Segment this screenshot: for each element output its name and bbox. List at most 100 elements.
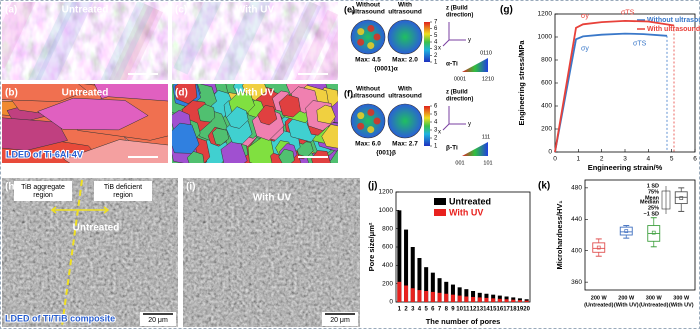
x-tick-label: 7 [438, 307, 442, 313]
x-tick-label: 200 W [591, 295, 608, 301]
legend-label: 1 SD [647, 183, 659, 189]
pole-label: 0110 [480, 50, 492, 56]
x-axis-label: The number of pores [426, 317, 501, 326]
x-tick-label: 300 W [673, 295, 690, 301]
line-series [554, 32, 668, 153]
grain [197, 103, 216, 123]
column-header: With [398, 86, 412, 93]
bar [430, 291, 435, 302]
legend-label: With ultrasound [647, 26, 700, 33]
x-tick-label: 13 [476, 307, 483, 313]
y-tick-label: 800 [541, 57, 552, 64]
bar [424, 267, 429, 302]
legend-label: 25% [648, 205, 659, 211]
y-tick-label: 600 [541, 80, 552, 87]
bar [424, 291, 429, 302]
bar [471, 291, 476, 302]
colorbar-label: 5 [434, 112, 438, 118]
caption: Untreated [62, 5, 109, 16]
legend-label: Untreated [449, 196, 491, 206]
y-tick-label: 1200 [538, 11, 553, 18]
bar [457, 287, 462, 302]
annotation: σy [581, 13, 589, 20]
band [257, 2, 322, 80]
grain [174, 84, 198, 104]
bar [430, 272, 435, 302]
micrograph [183, 178, 360, 327]
pole [367, 24, 375, 32]
panel-label: (b) [5, 88, 18, 99]
y-tick-label: 1200 [379, 189, 394, 196]
region-label: TiB deficient [104, 184, 142, 191]
x-tick-label: 16 [497, 307, 504, 313]
x-tick-label: (Untreated) [584, 302, 614, 308]
plane-label: {001}β [376, 150, 396, 157]
x-tick-label: 3 [623, 156, 627, 163]
y-tick-label: 1000 [538, 34, 553, 41]
bar [410, 288, 415, 302]
mean [596, 245, 601, 250]
x-tick-label: 14 [483, 307, 490, 313]
x-axis-label: Engineering strain/% [588, 163, 663, 172]
column-header: With [398, 2, 412, 9]
bar [491, 298, 496, 302]
bar [404, 229, 409, 302]
y-axis-label: Microhardness/HV₁ [555, 201, 564, 270]
pole-figure [387, 19, 423, 55]
max-label: Max: 6.0 [355, 141, 381, 148]
scale-label: 20 μm [148, 317, 168, 324]
y-axis-label: Pore size/μm² [367, 222, 376, 271]
bar [450, 284, 455, 302]
x-tick-label: 0 [553, 156, 557, 163]
bar [504, 299, 509, 302]
bar [517, 300, 522, 302]
bar [437, 292, 442, 302]
legend-label: Median [640, 199, 660, 205]
grain [278, 94, 301, 118]
legend-label: 75% [648, 189, 659, 195]
region-box [94, 181, 152, 201]
y-tick-label: 400 [382, 262, 393, 269]
band [94, 3, 159, 80]
band [34, 2, 102, 80]
band [87, 2, 154, 80]
axis-label: z (Build [446, 90, 468, 96]
band [259, 2, 318, 80]
pole [357, 122, 365, 130]
phase-label: α-Ti [446, 61, 458, 68]
panel-label: (i) [186, 182, 195, 193]
axis-arrow [442, 106, 466, 131]
micrograph [172, 2, 338, 80]
x-tick-label: 18 [510, 307, 517, 313]
pole [357, 38, 365, 46]
legend-label: With UV [449, 207, 483, 217]
texture [2, 178, 178, 327]
pole [357, 28, 365, 36]
panel-label: (e) [344, 4, 355, 14]
mean [651, 230, 656, 235]
colorbar-label: 3 [434, 46, 438, 52]
caption: Untreated [62, 88, 109, 99]
region-label: region [113, 192, 133, 199]
colorbar-label: 5 [434, 33, 438, 39]
phase-label: β-Ti [446, 145, 458, 152]
max-label: Max: 2.7 [392, 141, 418, 148]
panel-label: (j) [368, 181, 377, 192]
bar [417, 258, 422, 302]
colorbar-label: 1 [434, 144, 438, 150]
band [211, 2, 278, 80]
y-tick-label: 800 [382, 225, 393, 232]
legend-label: Without ultrasound [647, 17, 700, 24]
pole [373, 117, 381, 125]
x-tick-label: 19 [517, 307, 524, 313]
x-tick-label: 5 [670, 156, 674, 163]
pole [367, 42, 375, 50]
bar [457, 295, 462, 302]
x-tick-label: 17 [503, 307, 510, 313]
axis-label: y [468, 122, 471, 128]
max-label: Max: 2.0 [392, 57, 418, 64]
x-tick-label: 1 [398, 307, 402, 313]
colorbar-label: 1 [434, 60, 438, 66]
y-tick-label: 0 [389, 299, 393, 306]
